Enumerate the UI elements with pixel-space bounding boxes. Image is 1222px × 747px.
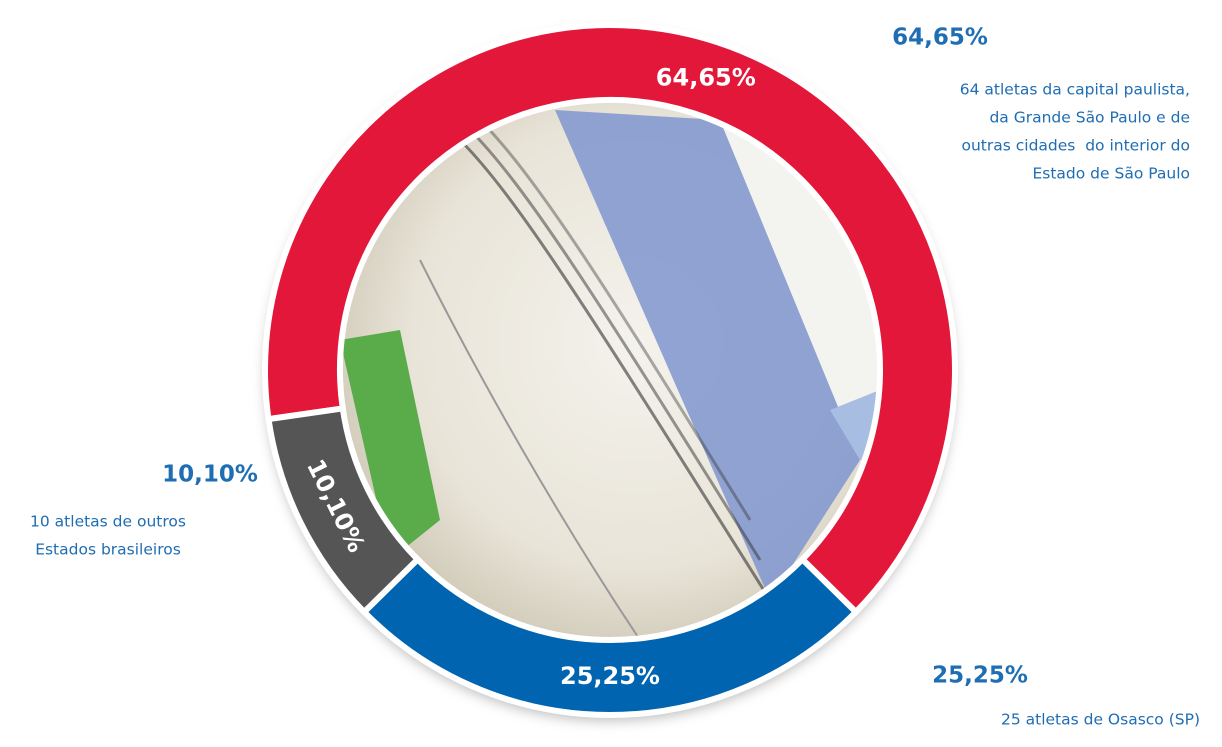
segment-description: Estado de São Paulo [1032, 165, 1190, 183]
donut-segment [265, 405, 422, 617]
segment-description: 25 atletas de Osasco (SP) [1001, 711, 1200, 729]
segment-description: outras cidades do interior do [961, 137, 1190, 155]
segment-label: 25,25% [560, 662, 660, 690]
segment-description: 10 atletas de outros [30, 513, 186, 531]
donut-segment [262, 22, 958, 617]
segment-description: da Grande São Paulo e de [989, 109, 1190, 127]
segment-label: 64,65% [656, 63, 756, 91]
outside-value-label: 64,65% [892, 25, 988, 51]
outside-value-label: 10,10% [162, 462, 258, 488]
outside-value-label: 25,25% [932, 663, 1028, 689]
segment-description: Estados brasileiros [35, 541, 181, 559]
segment-description: 64 atletas da capital paulista, [960, 81, 1190, 99]
